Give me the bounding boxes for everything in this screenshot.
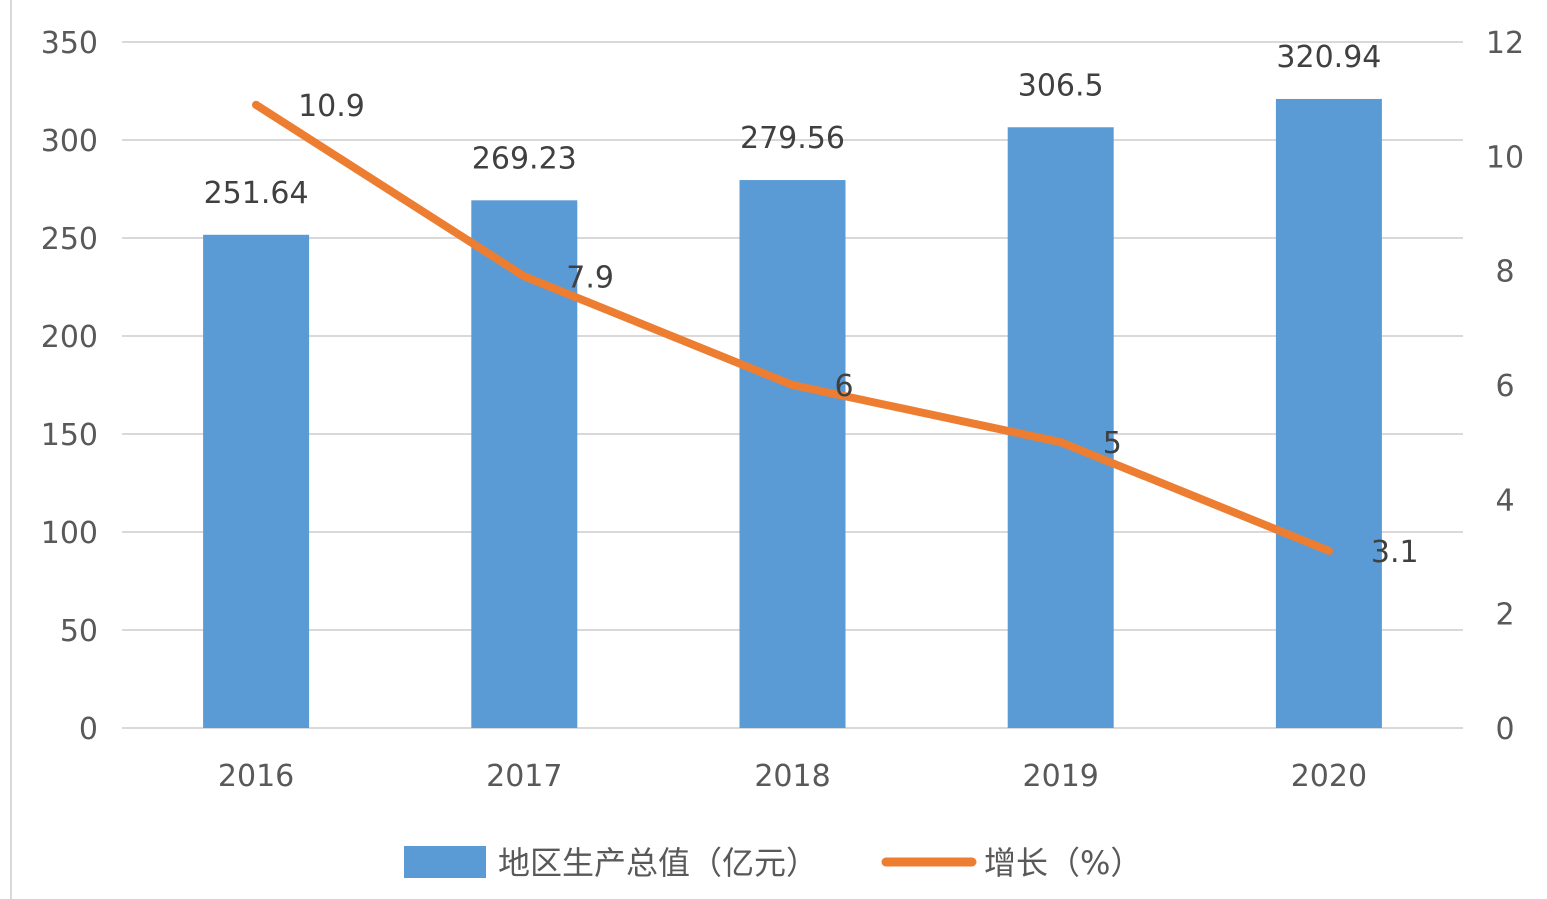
- line-label-2017: 7.9: [566, 260, 614, 295]
- legend-bar-swatch: [404, 846, 486, 878]
- category-label-2019: 2019: [1023, 759, 1099, 794]
- bar-2016: [203, 234, 310, 729]
- line-point-2019: [1056, 438, 1065, 447]
- line-point-2020: [1324, 546, 1333, 555]
- line-series: [252, 100, 1333, 555]
- category-label-2016: 2016: [218, 759, 294, 794]
- bar-2018: [739, 180, 846, 729]
- bar-2020: [1275, 98, 1382, 729]
- bar-label-2019: 306.5: [1018, 68, 1104, 103]
- left-tick-label: 300: [41, 124, 98, 159]
- right-tick-label: 6: [1495, 369, 1514, 404]
- right-tick-label: 4: [1495, 483, 1514, 518]
- bar-data-labels: 251.64 269.23 279.56 306.5 320.94: [204, 40, 1382, 211]
- bar-label-2020: 320.94: [1276, 40, 1381, 75]
- line-label-2020: 3.1: [1371, 535, 1419, 570]
- category-label-2020: 2020: [1291, 759, 1367, 794]
- bar-label-2016: 251.64: [204, 176, 309, 211]
- right-tick-label: 12: [1486, 26, 1524, 61]
- left-tick-label: 250: [41, 222, 98, 257]
- legend: 地区生产总值（亿元） 增长（%）: [404, 844, 1142, 882]
- right-tick-label: 2: [1495, 598, 1514, 633]
- category-label-2017: 2017: [486, 759, 562, 794]
- right-tick-label: 10: [1486, 140, 1524, 175]
- line-label-2019: 5: [1103, 426, 1122, 461]
- line-label-2016: 10.9: [298, 89, 365, 124]
- legend-line-label: 增长（%）: [984, 844, 1142, 882]
- bar-label-2018: 279.56: [740, 121, 845, 156]
- left-tick-label: 100: [41, 516, 98, 551]
- left-tick-label: 50: [60, 614, 98, 649]
- legend-bar-label: 地区生产总值（亿元）: [498, 844, 818, 882]
- x-axis-categories: 2016 2017 2018 2019 2020: [218, 759, 1367, 794]
- line-point-2018: [788, 381, 797, 389]
- line-point-2017: [520, 272, 529, 281]
- left-tick-label: 350: [41, 26, 98, 61]
- right-axis-ticks: 0 2 4 6 8 10 12: [1486, 26, 1524, 747]
- bar-series: [203, 98, 1382, 729]
- left-tick-label: 150: [41, 418, 98, 453]
- line-label-2018: 6: [835, 369, 854, 404]
- category-label-2018: 2018: [754, 759, 830, 794]
- left-axis-ticks: 0 50 100 150 200 250 300 350: [41, 26, 98, 747]
- right-tick-label: 8: [1495, 255, 1514, 290]
- bar-label-2017: 269.23: [472, 141, 577, 176]
- right-tick-label: 0: [1495, 712, 1514, 747]
- bar-2019: [1007, 127, 1114, 728]
- left-tick-label: 0: [79, 712, 98, 747]
- line-point-2016: [252, 100, 261, 109]
- left-tick-label: 200: [41, 320, 98, 355]
- line-data-labels: 10.9 7.9 6 5 3.1: [298, 89, 1419, 570]
